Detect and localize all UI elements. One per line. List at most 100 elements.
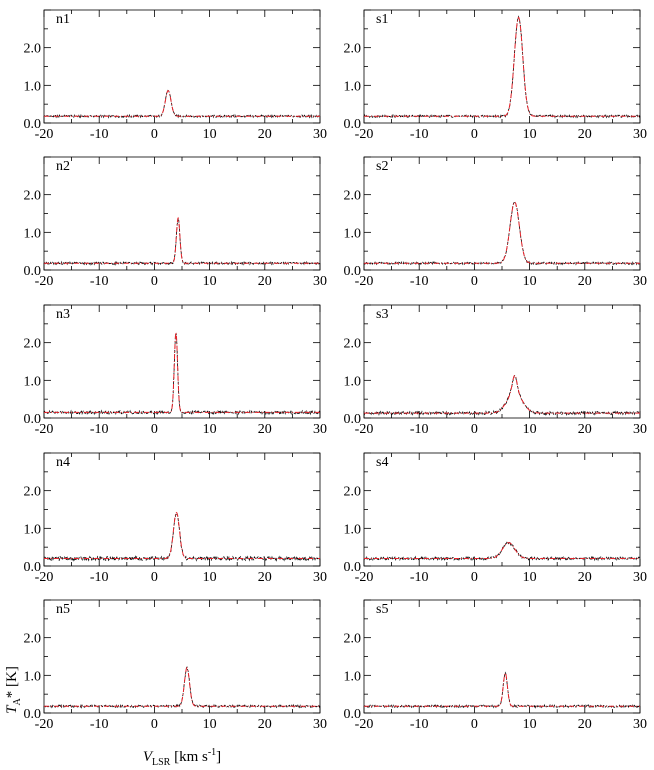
y-tick-label: 1.0 <box>344 374 362 389</box>
panel-frame <box>363 304 641 419</box>
y-tick-label: 0.0 <box>24 264 42 279</box>
x-tick-label: -20 <box>355 127 374 142</box>
panel-label: n4 <box>56 455 70 470</box>
panels-group: -20 -10 0 10 20 30 0.0 1.0 2.0 n1 -20 -10 0 10 20 30 0.0… <box>24 9 647 732</box>
x-tick-label: 0 <box>151 717 158 732</box>
x-tick-label: -10 <box>410 422 429 437</box>
panel-label: n3 <box>56 307 70 322</box>
x-tick-label: 30 <box>633 127 647 142</box>
x-tick-label: -20 <box>355 422 374 437</box>
panel-s4: -20 -10 0 10 20 30 0.0 1.0 2.0 s4 <box>344 452 647 585</box>
x-tick-label: 0 <box>471 717 478 732</box>
x-tick-label: -20 <box>35 127 54 142</box>
observed-spectrum <box>363 671 641 709</box>
x-tick-label: 0 <box>471 422 478 437</box>
y-tick-label: 1.0 <box>344 669 362 684</box>
x-tick-label: -10 <box>410 127 429 142</box>
y-tick-label: 2.0 <box>24 42 42 57</box>
observed-spectrum <box>43 89 321 119</box>
model-fit <box>364 201 640 264</box>
y-tick-label: 1.0 <box>344 522 362 537</box>
x-tick-label: 10 <box>523 422 537 437</box>
y-tick-label: 1.0 <box>344 226 362 241</box>
y-tick-label: 2.0 <box>344 485 362 500</box>
x-tick-label: -20 <box>35 570 54 585</box>
y-tick-label: 1.0 <box>344 79 362 94</box>
panel-frame <box>363 9 641 124</box>
x-tick-label: 20 <box>578 570 592 585</box>
x-tick-label: 20 <box>258 570 272 585</box>
panel-frame <box>43 599 321 714</box>
x-tick-label: -20 <box>35 274 54 289</box>
x-tick-label: 20 <box>258 274 272 289</box>
model-fit <box>44 216 320 264</box>
panel-n5: -20 -10 0 10 20 30 0.0 1.0 2.0 n5 <box>24 599 327 732</box>
x-tick-label: 30 <box>313 127 327 142</box>
observed-spectrum <box>43 333 321 416</box>
x-tick-label: 10 <box>203 717 217 732</box>
y-tick-label: 0.0 <box>24 117 42 132</box>
panel-s2: -20 -10 0 10 20 30 0.0 1.0 2.0 s2 <box>344 156 647 289</box>
y-tick-label: 1.0 <box>24 79 42 94</box>
y-axis-title: TA* [K] <box>4 666 23 714</box>
y-tick-label: 0.0 <box>24 707 42 722</box>
x-tick-label: -10 <box>90 127 109 142</box>
y-tick-label: 1.0 <box>24 669 42 684</box>
observed-spectrum <box>363 375 641 417</box>
x-tick-label: -10 <box>410 717 429 732</box>
x-tick-label: -20 <box>35 422 54 437</box>
x-tick-label: 10 <box>523 274 537 289</box>
y-tick-label: 2.0 <box>24 337 42 352</box>
model-fit <box>364 672 640 707</box>
panel-frame <box>43 9 321 124</box>
panel-frame <box>363 156 641 271</box>
model-fit <box>44 90 320 117</box>
x-tick-label: 30 <box>633 570 647 585</box>
panel-label: s3 <box>376 307 388 322</box>
x-tick-label: 10 <box>203 422 217 437</box>
x-tick-label: 10 <box>203 274 217 289</box>
x-tick-label: 20 <box>578 717 592 732</box>
x-tick-label: -10 <box>90 717 109 732</box>
panel-n2: -20 -10 0 10 20 30 0.0 1.0 2.0 n2 <box>24 156 327 289</box>
x-tick-label: 10 <box>203 127 217 142</box>
y-tick-label: 0.0 <box>24 412 42 427</box>
x-axis-title: VLSR [km s-1] <box>143 747 221 768</box>
panel-s5: -20 -10 0 10 20 30 0.0 1.0 2.0 s5 <box>344 599 647 732</box>
x-tick-label: -10 <box>410 570 429 585</box>
x-tick-label: 30 <box>313 422 327 437</box>
y-tick-label: 2.0 <box>24 189 42 204</box>
x-tick-label: 30 <box>633 274 647 289</box>
panel-frame <box>43 156 321 271</box>
panel-frame <box>363 599 641 714</box>
x-tick-label: 20 <box>258 127 272 142</box>
x-tick-label: 0 <box>471 274 478 289</box>
x-tick-label: -10 <box>90 274 109 289</box>
panel-s1: -20 -10 0 10 20 30 0.0 1.0 2.0 s1 <box>344 9 647 142</box>
x-tick-label: 30 <box>633 717 647 732</box>
y-tick-label: 1.0 <box>24 374 42 389</box>
x-tick-label: 0 <box>151 422 158 437</box>
panel-n4: -20 -10 0 10 20 30 0.0 1.0 2.0 n4 <box>24 452 327 585</box>
y-tick-label: 0.0 <box>24 560 42 575</box>
panel-label: n5 <box>56 602 70 617</box>
panel-label: n1 <box>56 12 70 27</box>
x-tick-label: -20 <box>355 570 374 585</box>
observed-spectrum <box>363 540 641 562</box>
x-tick-label: -20 <box>355 274 374 289</box>
x-tick-label: 20 <box>258 717 272 732</box>
panel-label: s2 <box>376 159 388 174</box>
model-fit <box>364 374 640 414</box>
x-tick-label: 0 <box>151 274 158 289</box>
panel-label: s1 <box>376 12 388 27</box>
panel-label: n2 <box>56 159 70 174</box>
y-tick-label: 2.0 <box>344 189 362 204</box>
panel-n3: -20 -10 0 10 20 30 0.0 1.0 2.0 n3 <box>24 304 327 437</box>
x-tick-label: 20 <box>258 422 272 437</box>
y-tick-label: 0.0 <box>344 560 362 575</box>
y-tick-label: 2.0 <box>344 337 362 352</box>
y-tick-label: 0.0 <box>344 117 362 132</box>
y-tick-label: 1.0 <box>24 226 42 241</box>
x-tick-label: -10 <box>90 422 109 437</box>
